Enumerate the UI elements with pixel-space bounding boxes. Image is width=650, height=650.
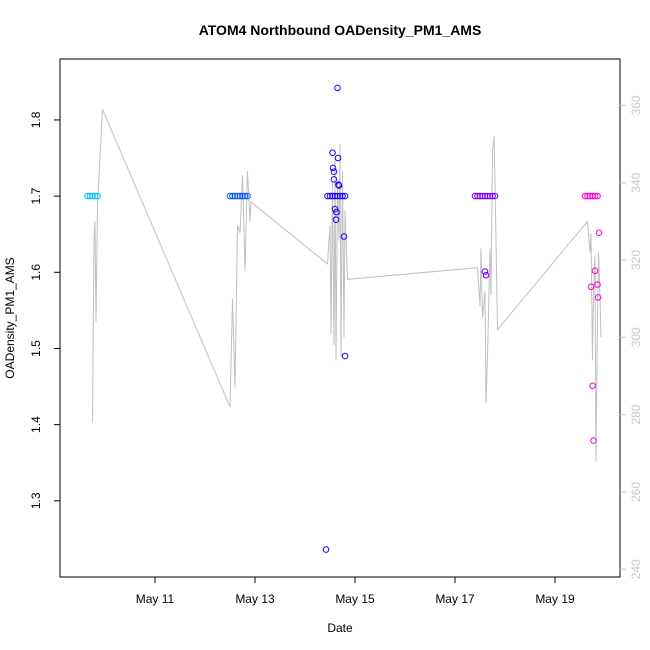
data-point-violet bbox=[489, 192, 496, 200]
data-point-blue bbox=[236, 192, 244, 200]
y2-tick-label: 340 bbox=[629, 172, 643, 192]
data-point-violet bbox=[482, 272, 490, 279]
data-point-magenta bbox=[594, 281, 601, 288]
y2-tick-label: 260 bbox=[629, 482, 643, 502]
data-point-dark-blue bbox=[324, 192, 331, 200]
data-point-magenta bbox=[586, 192, 594, 200]
data-point-cyan bbox=[84, 192, 91, 200]
y-tick-label: 1.4 bbox=[29, 416, 43, 433]
data-point-magenta bbox=[594, 192, 601, 200]
x-tick-label: May 13 bbox=[235, 592, 275, 606]
data-point-dark-blue bbox=[330, 176, 338, 183]
data-point-blue bbox=[234, 192, 241, 200]
secondary-series-group bbox=[92, 109, 602, 462]
data-point-blue bbox=[244, 192, 251, 200]
data-point-dark-blue bbox=[331, 192, 339, 200]
x-tick-label: May 15 bbox=[335, 592, 375, 606]
data-point-dark-blue bbox=[339, 192, 346, 200]
y2-tick-label: 280 bbox=[629, 404, 643, 424]
data-point-blue bbox=[229, 192, 236, 200]
x-axis: May 11 May 13 May 15 May 17 May 19 bbox=[136, 577, 575, 606]
data-point-dark-blue bbox=[334, 154, 342, 162]
data-point-dark-blue bbox=[334, 84, 341, 92]
data-point-blue bbox=[231, 192, 239, 200]
data-point-magenta bbox=[587, 283, 595, 291]
data-point-violet bbox=[481, 192, 489, 200]
y2-tick-label: 240 bbox=[629, 559, 643, 579]
data-point-dark-blue bbox=[333, 208, 340, 216]
y-axis: 1.3 1.4 1.5 1.6 1.7 1.8 bbox=[29, 111, 60, 509]
data-point-dark-blue bbox=[322, 546, 330, 553]
points-group bbox=[84, 84, 603, 553]
plot-frame bbox=[59, 58, 621, 578]
x-tick-label: May 19 bbox=[535, 592, 575, 606]
data-point-violet bbox=[491, 192, 499, 200]
y-tick-label: 1.3 bbox=[29, 492, 43, 509]
data-point-magenta bbox=[594, 294, 602, 301]
x-tick-label: May 17 bbox=[435, 592, 475, 606]
y2-tick-label: 360 bbox=[629, 95, 643, 115]
data-point-dark-blue bbox=[340, 233, 348, 240]
x-tick-label: May 11 bbox=[136, 592, 175, 606]
data-point-magenta bbox=[591, 267, 599, 275]
y-tick-label: 1.6 bbox=[29, 264, 43, 281]
data-point-cyan bbox=[91, 192, 99, 200]
data-point-dark-blue bbox=[326, 192, 334, 200]
chart-title: ATOM4 Northbound OADensity_PM1_AMS bbox=[199, 22, 482, 38]
data-point-magenta bbox=[595, 229, 603, 236]
y2-tick-label: 320 bbox=[629, 250, 643, 270]
data-point-violet bbox=[476, 192, 484, 200]
data-point-blue bbox=[239, 192, 246, 200]
y-tick-label: 1.5 bbox=[29, 340, 43, 357]
data-point-magenta bbox=[591, 192, 599, 200]
data-point-violet bbox=[471, 192, 479, 200]
data-point-dark-blue bbox=[329, 192, 336, 200]
data-point-dark-blue bbox=[335, 182, 343, 189]
data-point-dark-blue bbox=[334, 192, 341, 200]
data-point-violet bbox=[479, 192, 486, 200]
data-point-violet bbox=[486, 192, 494, 200]
data-point-cyan bbox=[89, 192, 96, 200]
data-point-dark-blue bbox=[332, 216, 340, 223]
y-axis-label: OADensity_PM1_AMS bbox=[3, 257, 17, 378]
y-tick-label: 1.7 bbox=[29, 187, 43, 204]
x-axis-label: Date bbox=[327, 621, 353, 635]
data-point-blue bbox=[241, 192, 249, 200]
data-point-violet bbox=[481, 268, 489, 275]
data-point-magenta bbox=[584, 192, 591, 200]
data-point-violet bbox=[484, 192, 491, 200]
data-point-dark-blue bbox=[341, 192, 349, 200]
data-point-dark-blue bbox=[329, 149, 336, 156]
y2-tick-label: 300 bbox=[629, 327, 643, 347]
data-point-magenta bbox=[589, 382, 596, 390]
data-point-dark-blue bbox=[329, 164, 337, 172]
secondary-series-line bbox=[92, 109, 602, 462]
y2-axis: 240 260 280 300 320 340 360 bbox=[620, 95, 643, 579]
data-point-magenta bbox=[589, 192, 596, 200]
data-point-cyan bbox=[86, 192, 94, 200]
data-point-magenta bbox=[581, 192, 589, 200]
y-tick-label: 1.8 bbox=[29, 111, 43, 128]
data-point-dark-blue bbox=[330, 168, 338, 175]
data-point-cyan bbox=[94, 192, 101, 200]
data-point-violet bbox=[474, 192, 481, 200]
data-point-blue bbox=[226, 192, 234, 200]
data-point-dark-blue bbox=[336, 192, 344, 200]
data-point-magenta bbox=[590, 437, 597, 444]
data-point-dark-blue bbox=[341, 352, 349, 360]
